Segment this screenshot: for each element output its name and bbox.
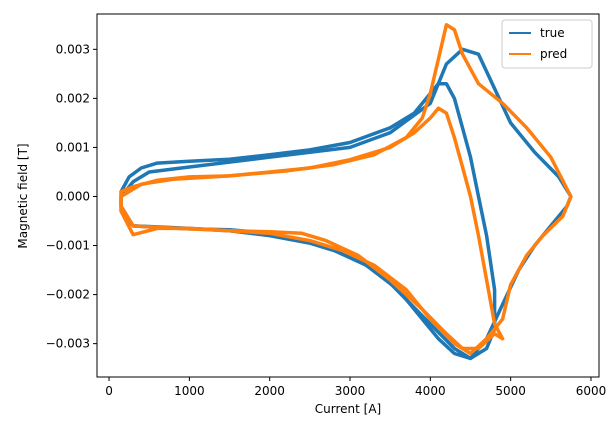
x-tick-label: 1000 (174, 384, 205, 398)
y-tick-label: −0.002 (46, 288, 90, 302)
legend-label-true: true (540, 26, 565, 40)
x-tick-label: 2000 (254, 384, 285, 398)
x-tick-label: 0 (105, 384, 113, 398)
x-tick-label: 4000 (415, 384, 446, 398)
legend: true pred (501, 19, 593, 69)
tick-layer: 0 1000 2000 3000 4000 5000 6000 0.003 0.002 0.001… (46, 42, 607, 398)
x-tick-label: 6000 (576, 384, 607, 398)
x-tick-label: 5000 (495, 384, 526, 398)
x-axis-label: Current [A] (315, 402, 381, 416)
x-tick-label: 3000 (335, 384, 366, 398)
y-axis-label: Magnetic field [T] (16, 143, 30, 248)
legend-label-pred: pred (540, 47, 567, 61)
series-layer (119, 23, 573, 361)
y-tick-label: 0.001 (56, 140, 90, 154)
series-pred (119, 23, 573, 356)
y-tick-label: 0.002 (56, 91, 90, 105)
plot-frame (96, 13, 600, 378)
series-pred-loop-2 (119, 23, 573, 356)
y-tick-label: 0.003 (56, 42, 90, 56)
y-tick-label: −0.003 (46, 337, 90, 351)
y-tick-label: 0.000 (56, 189, 90, 203)
y-tick-label: −0.001 (46, 239, 90, 253)
